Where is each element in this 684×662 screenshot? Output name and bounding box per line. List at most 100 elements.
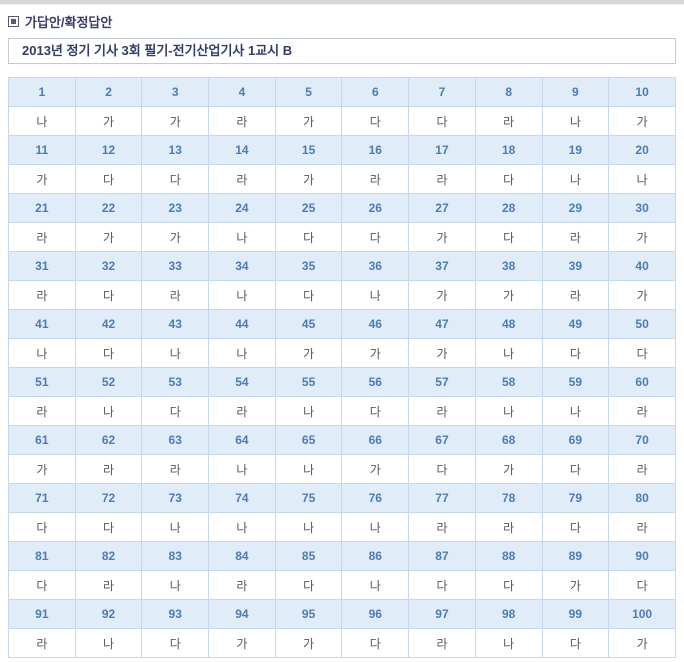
answer-cell: 나 [474,338,543,368]
question-number-cell: 27 [408,193,476,223]
question-number-cell: 53 [141,367,210,397]
question-number-cell: 39 [541,251,610,281]
answer-cell: 다 [141,396,210,426]
question-number-cell: 93 [141,599,210,629]
question-number-cell: 95 [274,599,343,629]
answer-cell: 다 [541,338,610,368]
answer-cell: 가 [274,628,343,658]
answer-cell: 라 [408,396,476,426]
question-number-cell: 32 [74,251,143,281]
answer-cell: 라 [141,454,210,484]
question-number-cell: 55 [274,367,343,397]
answer-cell: 다 [408,570,476,600]
question-number-cell: 23 [141,193,210,223]
question-number-cell: 94 [208,599,276,629]
question-number-cell: 92 [74,599,143,629]
answer-cell: 라 [408,628,476,658]
answer-cell: 다 [474,222,543,252]
question-number-cell: 20 [608,135,676,165]
question-number-cell: 1 [8,77,76,107]
answer-cell: 라 [608,454,676,484]
question-number-cell: 60 [608,367,676,397]
answer-table-body: 1 2 3 4 5 6 7 8 9 10 나 가 가 라 가 다 다 라 나 가 11 12 13 14 15 16 17 18 19 2… [8,77,676,658]
answer-cell: 다 [341,628,410,658]
answer-cell: 다 [341,396,410,426]
answer-cell: 라 [208,396,276,426]
exam-title-bar: 2013년 정기 기사 3회 필기-전기산업기사 1교시 B [8,38,676,64]
answer-cell: 다 [541,454,610,484]
answer-cell: 라 [541,222,610,252]
question-number-cell: 43 [141,309,210,339]
question-number-cell: 47 [408,309,476,339]
answer-cell: 라 [608,396,676,426]
question-number-cell: 69 [541,425,610,455]
answer-cell: 다 [274,280,343,310]
answer-cell: 나 [341,570,410,600]
question-number-cell: 70 [608,425,676,455]
question-number-cell: 52 [74,367,143,397]
question-number-cell: 96 [341,599,410,629]
question-number-cell: 44 [208,309,276,339]
question-number-cell: 78 [474,483,543,513]
question-number-cell: 65 [274,425,343,455]
answer-cell: 다 [8,570,76,600]
answer-cell: 다 [74,512,143,542]
answer-cell: 나 [141,338,210,368]
question-number-cell: 26 [341,193,410,223]
question-number-cell: 9 [541,77,610,107]
question-number-cell: 88 [474,541,543,571]
answer-cell: 나 [274,454,343,484]
question-number-cell: 16 [341,135,410,165]
answer-cell: 나 [208,280,276,310]
answer-cell: 다 [408,454,476,484]
question-number-cell: 17 [408,135,476,165]
answer-cell: 라 [74,570,143,600]
question-number-cell: 31 [8,251,76,281]
question-number-cell: 81 [8,541,76,571]
answer-cell: 다 [74,338,143,368]
answer-cell: 다 [341,106,410,136]
question-number-cell: 19 [541,135,610,165]
answer-cell: 가 [141,106,210,136]
question-number-row: 11 12 13 14 15 16 17 18 19 20 [8,135,676,165]
section-header: 가답안/확정답안 [8,13,676,30]
answer-cell: 가 [74,106,143,136]
question-number-cell: 68 [474,425,543,455]
answer-cell: 가 [608,280,676,310]
answer-cell: 다 [141,164,210,194]
question-number-cell: 100 [608,599,676,629]
question-number-cell: 2 [74,77,143,107]
question-number-cell: 12 [74,135,143,165]
answer-cell: 가 [408,280,476,310]
answer-cell: 다 [74,280,143,310]
answer-cell: 라 [408,512,476,542]
answer-cell: 나 [208,338,276,368]
answer-cell: 나 [208,512,276,542]
question-number-cell: 7 [408,77,476,107]
answer-cell: 라 [8,280,76,310]
question-number-row: 31 32 33 34 35 36 37 38 39 40 [8,251,676,281]
answer-cell: 가 [474,454,543,484]
square-bullet-inner [11,18,16,24]
question-number-cell: 71 [8,483,76,513]
question-number-row: 81 82 83 84 85 86 87 88 89 90 [8,541,676,571]
answer-cell: 나 [474,396,543,426]
answer-cell: 라 [608,512,676,542]
answer-cell: 라 [208,164,276,194]
top-divider-strip [0,0,684,5]
question-number-cell: 37 [408,251,476,281]
question-number-cell: 80 [608,483,676,513]
question-number-cell: 58 [474,367,543,397]
question-number-cell: 25 [274,193,343,223]
question-number-cell: 50 [608,309,676,339]
answer-cell: 라 [74,454,143,484]
question-number-row: 51 52 53 54 55 56 57 58 59 60 [8,367,676,397]
answer-cell: 라 [8,222,76,252]
question-number-cell: 64 [208,425,276,455]
answer-cell: 나 [608,164,676,194]
question-number-cell: 35 [274,251,343,281]
